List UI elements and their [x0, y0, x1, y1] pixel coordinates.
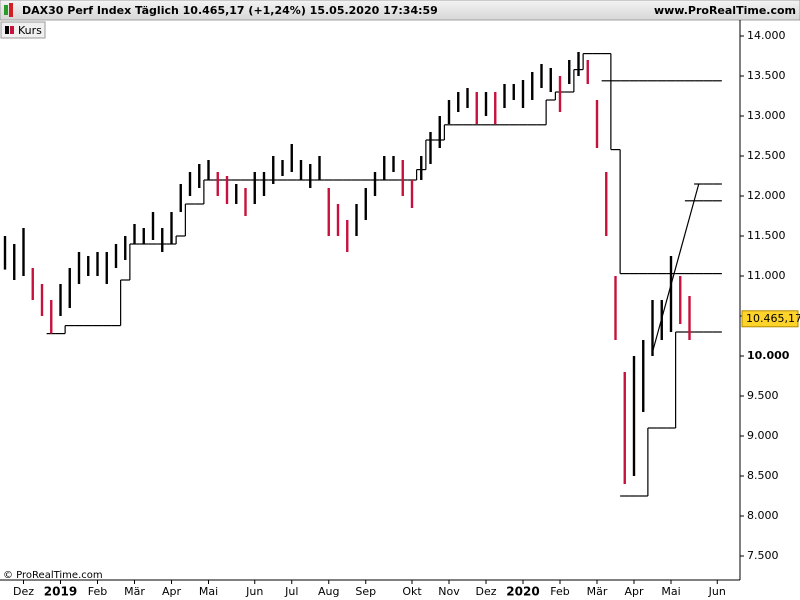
x-tick-label: Apr — [624, 585, 644, 598]
last-price-box — [741, 310, 799, 328]
x-tick-label: Mai — [661, 585, 680, 598]
legend[interactable]: Kurs — [0, 21, 46, 39]
y-tick-label: 14.000 — [747, 29, 786, 42]
y-tick-label: 13.000 — [747, 109, 786, 122]
x-tick-label: Jul — [284, 585, 298, 598]
y-tick-label: 10.000 — [747, 349, 790, 362]
icon — [4, 5, 8, 15]
x-tick-label: Sep — [355, 585, 376, 598]
last-price-label: 10.465,17 — [746, 312, 800, 325]
legend-swatch — [5, 26, 9, 34]
x-tick-label: Jun — [245, 585, 263, 598]
icon — [9, 3, 13, 17]
y-tick-label: 8.500 — [747, 469, 779, 482]
x-tick-label: Aug — [318, 585, 339, 598]
footer: © ProRealTime.com — [3, 570, 103, 581]
x-tick-label: Mai — [199, 585, 218, 598]
x-tick-label: 2020 — [506, 585, 539, 599]
y-tick-label: 11.000 — [747, 269, 786, 282]
y-tick-label: 7.500 — [747, 549, 779, 562]
y-tick-label: 11.500 — [747, 229, 786, 242]
x-tick-label: Okt — [402, 585, 422, 598]
y-tick-label: 8.000 — [747, 509, 779, 522]
header-bar — [0, 0, 800, 21]
trend-line — [651, 183, 700, 353]
chart-title: DAX30 Perf Index Täglich 10.465,17 (+1,2… — [22, 4, 438, 17]
x-tick-label: Jun — [708, 585, 726, 598]
x-tick-label: Dez — [475, 585, 496, 598]
y-tick-label: 12.000 — [747, 189, 786, 202]
x-tick-label: Mär — [587, 585, 608, 598]
legend-swatch — [10, 26, 14, 34]
y-tick-label: 12.500 — [747, 149, 786, 162]
x-tick-label: Feb — [550, 585, 569, 598]
x-tick-label: Nov — [438, 585, 460, 598]
source: www.ProRealTime.com — [654, 4, 796, 17]
y-tick-label: 13.500 — [747, 69, 786, 82]
y-tick-label: 9.000 — [747, 429, 779, 442]
x-tick-label: Apr — [162, 585, 182, 598]
x-tick-label: Feb — [88, 585, 107, 598]
x-tick-label: 2019 — [44, 585, 77, 599]
x-tick-label: Dez — [13, 585, 34, 598]
legend-label: Kurs — [18, 24, 42, 37]
y-tick-label: 9.500 — [747, 389, 779, 402]
x-tick-label: Mär — [124, 585, 145, 598]
